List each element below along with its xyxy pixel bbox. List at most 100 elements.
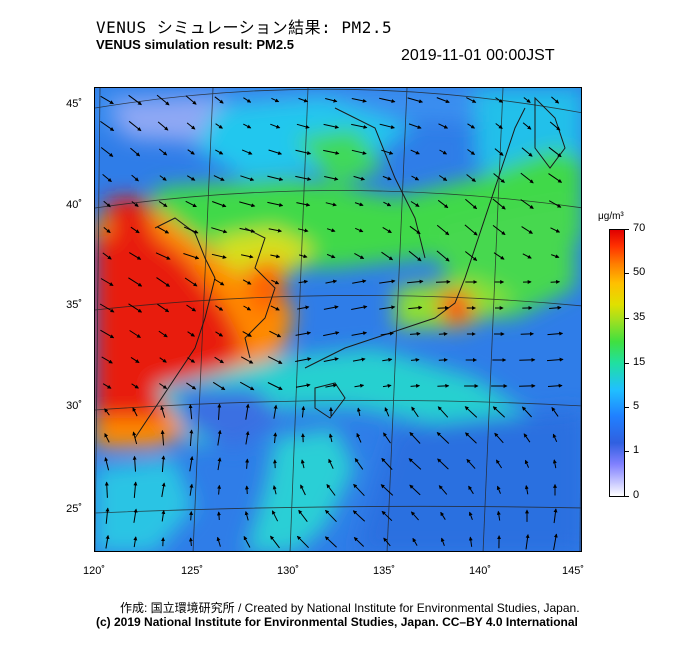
wind-arrow <box>381 457 393 470</box>
wind-arrow <box>268 149 283 155</box>
wind-arrow <box>296 202 311 207</box>
wind-arrow <box>296 535 309 549</box>
wind-arrow <box>189 456 194 472</box>
wind-arrow <box>215 123 223 129</box>
wind-arrow <box>552 459 557 469</box>
wind-arrow <box>351 123 368 129</box>
wind-arrow <box>270 123 281 129</box>
wind-arrow <box>128 94 142 106</box>
wind-arrow <box>212 381 226 391</box>
wind-arrow <box>130 356 140 364</box>
wind-arrow <box>131 201 139 207</box>
wind-arrow <box>379 123 395 129</box>
wind-arrow <box>325 202 337 207</box>
wind-arrow <box>351 149 367 155</box>
wind-arrow <box>352 510 366 522</box>
wind-arrow <box>325 98 338 103</box>
wind-arrow <box>243 123 252 129</box>
wind-arrow <box>270 535 280 549</box>
wind-arrow <box>272 485 277 495</box>
wind-arrow <box>100 95 114 105</box>
wind-arrow <box>186 175 196 181</box>
wind-arrow <box>242 279 252 285</box>
wind-arrow <box>412 537 418 546</box>
colorbar-tick <box>624 407 629 408</box>
wind-arrow <box>217 457 222 471</box>
wind-arrow <box>354 227 364 233</box>
wind-arrow <box>128 120 142 132</box>
wind-arrow <box>435 279 451 284</box>
wind-arrow <box>382 357 393 362</box>
wind-arrow <box>468 511 473 520</box>
wind-arrow <box>105 534 110 549</box>
wind-arrow <box>300 484 306 496</box>
wind-arrow <box>548 146 562 158</box>
wind-arrow <box>186 382 197 390</box>
wind-arrow <box>384 407 390 417</box>
colorbar-label-5: 5 <box>633 400 640 412</box>
wind-arrow <box>410 511 419 521</box>
wind-arrow <box>323 305 339 310</box>
wind-arrow <box>439 149 448 155</box>
wind-arrow <box>324 536 337 548</box>
forecast-timestamp: 2019-11-01 00:00JST <box>401 47 555 64</box>
wind-arrow <box>522 122 532 130</box>
wind-arrow <box>468 485 474 495</box>
wind-arrow <box>245 403 250 420</box>
wind-arrow <box>493 173 505 183</box>
wind-arrow <box>382 175 392 181</box>
wind-arrow <box>128 277 143 287</box>
wind-arrow <box>161 455 166 473</box>
wind-arrow <box>188 537 193 547</box>
colorbar-label-1: 1 <box>633 444 640 456</box>
wind-arrow <box>407 279 424 284</box>
wind-arrow <box>523 97 531 103</box>
wind-arrow <box>244 485 249 495</box>
pm25-map-canvas <box>95 88 581 551</box>
wind-arrow <box>131 174 139 182</box>
wind-arrow <box>521 226 533 234</box>
wind-arrow <box>298 279 309 284</box>
wind-arrow <box>241 149 253 155</box>
wind-arrow <box>156 94 170 106</box>
wind-arrow <box>494 432 504 444</box>
lon-label-120: 120˚ <box>82 565 106 577</box>
wind-arrow <box>549 121 561 131</box>
wind-arrow <box>409 432 421 444</box>
wind-arrow <box>267 201 284 207</box>
wind-arrow <box>161 482 166 498</box>
wind-arrow <box>155 252 171 260</box>
wind-arrow <box>323 123 340 129</box>
wind-arrow <box>271 97 280 103</box>
wind-arrow <box>129 252 142 260</box>
wind-arrow <box>268 228 282 233</box>
wind-arrow <box>214 356 224 364</box>
wind-arrow <box>130 147 141 157</box>
wind-arrow <box>352 279 367 284</box>
wind-arrow <box>103 200 111 208</box>
wind-arrow <box>437 458 449 470</box>
wind-arrow <box>494 148 504 156</box>
map-title-japanese: VENUS シミュレーション結果: PM2.5 <box>96 18 393 37</box>
colorbar-label-0: 0 <box>633 489 640 501</box>
wind-arrow <box>295 175 312 181</box>
wind-arrow <box>214 96 224 104</box>
wind-arrow <box>189 483 194 496</box>
wind-arrow <box>547 331 564 336</box>
wind-arrow <box>211 227 228 234</box>
wind-arrow <box>295 149 312 155</box>
wind-arrow <box>298 97 309 103</box>
wind-arrow <box>553 508 558 524</box>
wind-arrow <box>245 430 250 445</box>
lon-label-125: 125˚ <box>180 565 204 577</box>
wind-arrow <box>240 356 254 364</box>
wind-arrow <box>239 381 255 391</box>
wind-arrow <box>328 433 333 443</box>
wind-arrow <box>131 383 139 389</box>
wind-arrow <box>351 331 368 336</box>
wind-arrow <box>546 357 564 362</box>
wind-arrow <box>551 254 560 259</box>
wind-arrow <box>410 201 420 207</box>
wind-arrow <box>295 357 312 362</box>
wind-arrow <box>189 510 194 521</box>
